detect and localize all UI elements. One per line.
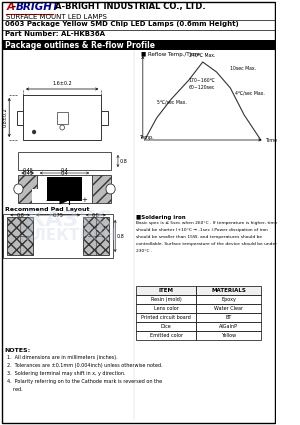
Text: ITEM: ITEM [159,288,174,293]
Bar [136,304,196,313]
Text: Epoxy: Epoxy [221,297,236,302]
Text: 60~120sec: 60~120sec [189,85,215,90]
Bar [196,295,261,304]
Text: 5℃/sec Max.: 5℃/sec Max. [157,99,187,105]
Text: 0.8: 0.8 [120,159,128,164]
Text: 0.45: 0.45 [22,168,33,173]
Bar [196,286,261,295]
Bar [136,295,196,304]
Text: red.: red. [8,387,23,392]
Bar [3,214,113,258]
Bar [101,110,108,125]
Bar [196,331,261,340]
Text: Lens color: Lens color [154,306,179,311]
Text: Recommend Pad Layout: Recommend Pad Layout [4,207,89,212]
Text: Printed circuit board: Printed circuit board [141,315,191,320]
Text: Time: Time [266,138,278,142]
Bar [196,313,261,322]
Text: Water Clear: Water Clear [214,306,243,311]
Text: 0.45: 0.45 [22,171,33,176]
Text: КАЗУС: КАЗУС [27,210,111,230]
Text: BT: BT [225,315,232,320]
Bar [196,322,261,331]
Circle shape [14,184,23,194]
Bar [37,175,92,203]
Text: 230°C .: 230°C . [136,249,153,253]
Bar [83,217,109,255]
Bar [46,177,82,201]
Bar [92,175,111,203]
Text: ■Soldering iron: ■Soldering iron [136,215,186,220]
Bar [23,95,101,140]
Text: ■ Reflow Temp./Time: ■ Reflow Temp./Time [141,52,200,57]
Text: Basic spec is ≤ 5sec when 260°C . If temperature is higher, time: Basic spec is ≤ 5sec when 260°C . If tem… [136,221,278,225]
Bar [2,40,274,50]
Bar [18,152,111,170]
Text: AlGaInP: AlGaInP [219,324,238,329]
Bar [16,110,23,125]
Text: 1.  All dimensions are in millimeters (inches).: 1. All dimensions are in millimeters (in… [8,355,118,360]
Text: BRIGHT: BRIGHT [16,2,60,12]
Text: NOTES:: NOTES: [4,348,31,353]
Text: A: A [6,2,14,12]
Text: 0.8: 0.8 [92,213,100,218]
Text: 0.75: 0.75 [52,213,64,218]
Bar [136,286,196,295]
Text: ЭЛЕКТРОН: ЭЛЕКТРОН [22,227,116,243]
Text: should be shorter (+10°C → -1sec ).Power dissipation of iron: should be shorter (+10°C → -1sec ).Power… [136,228,268,232]
Text: Temp.: Temp. [139,135,154,140]
Text: 1.6±0.2: 1.6±0.2 [52,81,72,86]
Text: +: + [81,197,87,203]
Text: 0603 Package Yellow SMD Chip LED Lamps (0.6mm Height): 0603 Package Yellow SMD Chip LED Lamps (… [4,21,238,27]
Text: 0.4: 0.4 [61,171,68,176]
Text: Resin (mold): Resin (mold) [151,297,182,302]
Bar [136,331,196,340]
Text: MATERIALS: MATERIALS [211,288,246,293]
Bar [136,322,196,331]
Bar [196,304,261,313]
Text: SURFACE MOUNT LED LAMPS: SURFACE MOUNT LED LAMPS [6,14,107,20]
Text: Package outlines & Re-flow Profile: Package outlines & Re-flow Profile [4,41,154,50]
Text: 0.8: 0.8 [16,213,24,218]
Bar [136,313,196,322]
Bar [18,175,37,203]
Bar [57,111,68,124]
Text: 4.  Polarity referring on to the Cathode mark is reversed on the: 4. Polarity referring on to the Cathode … [8,379,163,384]
Text: Part Number: AL-HKB36A: Part Number: AL-HKB36A [4,31,105,37]
Text: -: - [12,2,16,12]
Text: Emitted color: Emitted color [150,333,183,338]
Bar [32,189,41,203]
Text: should be smaller than 15W, and temperatures should be: should be smaller than 15W, and temperat… [136,235,262,239]
Text: 3.  Soldering terminal may shift in x, y direction.: 3. Soldering terminal may shift in x, y … [8,371,126,376]
Circle shape [106,184,115,194]
Text: 0.8±0.2: 0.8±0.2 [2,108,8,128]
Polygon shape [60,196,69,204]
Text: 170~160℃: 170~160℃ [189,78,216,83]
Text: -: - [45,197,48,203]
Text: A-BRIGHT INDUSTRIAL CO., LTD.: A-BRIGHT INDUSTRIAL CO., LTD. [55,2,206,11]
Text: 10sec Max.: 10sec Max. [230,65,256,71]
Bar [8,217,33,255]
Text: 0.8: 0.8 [117,233,125,238]
Text: 4℃/sec Max.: 4℃/sec Max. [235,91,265,96]
Text: 0.4: 0.4 [61,168,68,173]
Text: Yellow: Yellow [221,333,236,338]
Text: 2.  Tolerances are ±0.1mm (0.004inch) unless otherwise noted.: 2. Tolerances are ±0.1mm (0.004inch) unl… [8,363,163,368]
Text: controllable. Surface temperature of the device should be under: controllable. Surface temperature of the… [136,242,278,246]
Text: Dice: Dice [161,324,172,329]
Text: 240℃ Max.: 240℃ Max. [190,53,216,58]
Circle shape [33,130,35,133]
